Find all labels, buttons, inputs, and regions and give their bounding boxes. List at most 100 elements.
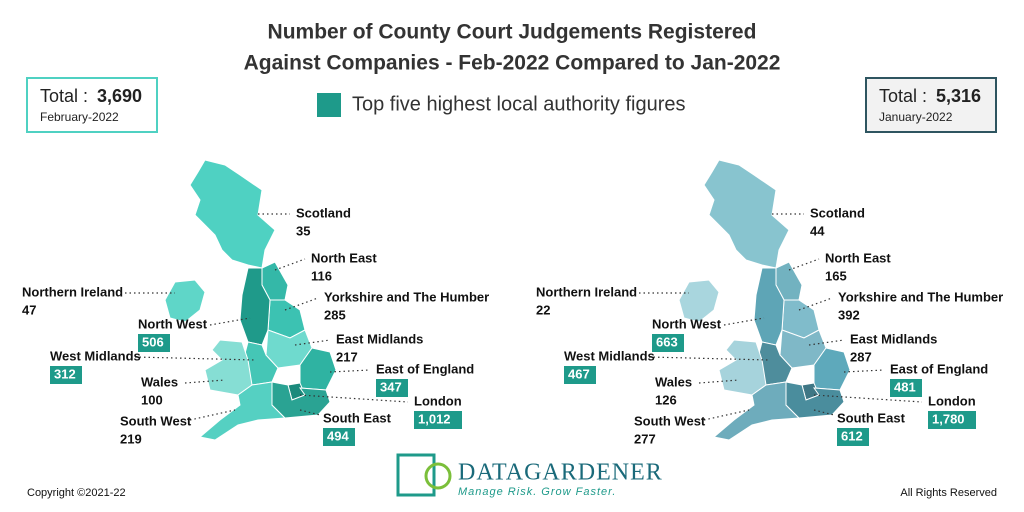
logo-name: DataGardener <box>458 460 663 486</box>
title-line: Against Companies - Feb-2022 Compared to… <box>244 52 781 75</box>
region-name: Wales <box>141 374 178 389</box>
region-value: 165 <box>825 268 847 283</box>
total-box <box>865 77 997 133</box>
logo-icon <box>396 453 436 497</box>
title-line: Number of County Court Judgements Regist… <box>268 21 757 44</box>
highlight-box <box>890 379 922 397</box>
region-value: 22 <box>536 302 550 317</box>
uk-map <box>678 159 851 441</box>
region-shape <box>271 381 331 419</box>
region-name: North East <box>311 250 377 265</box>
leader-line <box>808 339 845 346</box>
region-name: East of England <box>890 361 988 376</box>
region-value: 100 <box>141 392 163 407</box>
logo-icon <box>424 462 452 490</box>
region-value: 285 <box>324 307 346 322</box>
total-value: 3,690 <box>97 86 142 106</box>
highlight-box <box>564 366 596 384</box>
region-value: 312 <box>54 366 76 381</box>
region-value: 392 <box>838 307 860 322</box>
region-value: 217 <box>336 349 358 364</box>
highlight-box <box>138 334 170 352</box>
leader-line <box>134 356 256 361</box>
region-name: North West <box>652 316 722 331</box>
total-value: 5,316 <box>936 86 981 106</box>
region-value: 44 <box>810 223 825 238</box>
legend-text: Top five highest local authority figures <box>352 93 686 115</box>
region-name: West Midlands <box>564 348 655 363</box>
region-value: 277 <box>634 431 656 446</box>
region-shape <box>189 159 276 269</box>
region-name: Scotland <box>296 205 351 220</box>
region-name: North West <box>138 316 208 331</box>
leader-line <box>788 258 820 271</box>
region-name: South West <box>634 413 706 428</box>
region-name: Wales <box>655 374 692 389</box>
highlight-box <box>414 411 462 429</box>
region-name: Scotland <box>810 205 865 220</box>
region-value: 219 <box>120 431 142 446</box>
logo: DataGardener Manage Risk. Grow Faster. <box>396 453 663 498</box>
region-shape <box>753 267 785 346</box>
leader-line <box>274 258 306 271</box>
leader-line <box>299 409 321 416</box>
total-label: Total : <box>879 86 927 106</box>
region-name: East of England <box>376 361 474 376</box>
region-name: London <box>414 393 462 408</box>
leader-line <box>813 409 835 416</box>
legend-swatch <box>317 93 341 117</box>
leader-line <box>189 409 236 421</box>
region-value: 126 <box>655 392 677 407</box>
logo-tagline: Manage Risk. Grow Faster. <box>458 486 616 498</box>
leader-line <box>294 339 331 346</box>
region-shape <box>703 159 790 269</box>
region-shape <box>164 279 206 323</box>
region-value: 47 <box>22 302 36 317</box>
leader-line <box>813 394 923 403</box>
highlight-box <box>928 411 976 429</box>
total-period: January-2022 <box>879 110 953 124</box>
region-name: London <box>928 393 976 408</box>
region-name: North East <box>825 250 891 265</box>
region-value: 494 <box>327 428 349 443</box>
total-period: February-2022 <box>40 110 119 124</box>
region-value: 1,012 <box>418 411 451 426</box>
highlight-box <box>50 366 82 384</box>
footer-left: Copyright ©2021-22 <box>27 487 126 499</box>
footer-right: All Rights Reserved <box>900 487 997 499</box>
highlight-box <box>376 379 408 397</box>
region-name: South East <box>837 410 906 425</box>
region-shape <box>785 381 845 419</box>
region-shape <box>239 267 271 346</box>
region-name: East Midlands <box>850 331 937 346</box>
region-name: West Midlands <box>50 348 141 363</box>
leader-line <box>299 394 409 403</box>
region-name: Yorkshire and The Humber <box>324 289 489 304</box>
leader-line <box>284 297 319 311</box>
region-value: 35 <box>296 223 310 238</box>
region-value: 663 <box>656 334 678 349</box>
total-box <box>26 77 158 133</box>
region-value: 1,780 <box>932 411 965 426</box>
region-name: East Midlands <box>336 331 423 346</box>
region-value: 347 <box>380 379 402 394</box>
total-label: Total : <box>40 86 88 106</box>
leader-line <box>703 409 750 421</box>
region-value: 287 <box>850 349 872 364</box>
region-name: South West <box>120 413 192 428</box>
highlight-box <box>837 428 869 446</box>
region-shape <box>204 339 253 396</box>
leader-line <box>798 297 833 311</box>
leader-line <box>648 356 770 361</box>
uk-map <box>164 159 337 441</box>
region-value: 116 <box>311 268 332 283</box>
highlight-box <box>323 428 355 446</box>
region-shape <box>718 339 767 396</box>
region-name: Northern Ireland <box>536 284 637 299</box>
region-value: 467 <box>568 366 590 381</box>
region-name: Yorkshire and The Humber <box>838 289 1003 304</box>
region-value: 481 <box>894 379 916 394</box>
highlight-box <box>652 334 684 352</box>
region-name: South East <box>323 410 392 425</box>
